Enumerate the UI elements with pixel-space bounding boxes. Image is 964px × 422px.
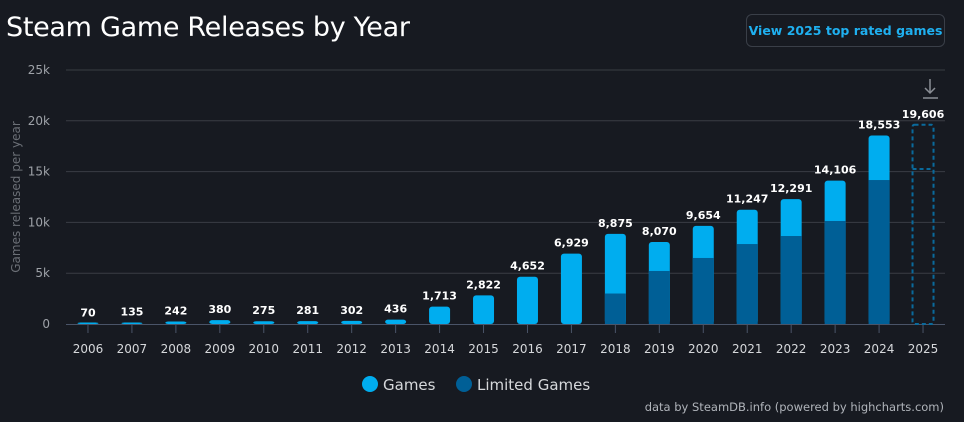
x-tick-label: 2025 xyxy=(908,342,939,356)
data-label: 436 xyxy=(384,303,407,316)
x-tick-label: 2014 xyxy=(424,342,455,356)
legend-games-swatch xyxy=(362,376,378,392)
bar-games xyxy=(341,320,363,324)
x-tick-label: 2023 xyxy=(820,342,851,356)
bar-games-projected xyxy=(911,123,935,325)
x-tick-label: 2021 xyxy=(732,342,763,356)
bar-games xyxy=(121,322,143,324)
data-label: 9,654 xyxy=(686,209,721,222)
data-label: 135 xyxy=(120,306,143,319)
y-tick-label: 20k xyxy=(28,114,50,128)
x-tick-label: 2015 xyxy=(468,342,499,356)
x-tick-label: 2006 xyxy=(73,342,104,356)
data-label: 281 xyxy=(296,304,319,317)
bar-games xyxy=(253,321,275,324)
y-tick-label: 0 xyxy=(42,317,50,331)
data-label: 70 xyxy=(80,306,96,319)
data-label: 8,070 xyxy=(642,225,677,238)
bar-limited-games xyxy=(648,270,670,324)
data-label: 4,652 xyxy=(510,260,545,273)
y-tick-label: 15k xyxy=(28,165,50,179)
legend-item-limited-games[interactable]: Limited Games xyxy=(477,376,590,394)
bar-limited-games xyxy=(736,244,758,324)
bar-limited-games xyxy=(824,220,846,324)
x-tick-label: 2018 xyxy=(600,342,631,356)
page-title: Steam Game Releases by Year xyxy=(6,12,410,43)
x-tick-label: 2011 xyxy=(292,342,323,356)
bar-limited-games xyxy=(604,293,626,324)
data-label: 19,606 xyxy=(902,108,945,121)
data-label: 12,291 xyxy=(770,182,812,195)
x-tick-label: 2016 xyxy=(512,342,543,356)
data-label: 14,106 xyxy=(814,164,857,177)
x-tick-label: 2017 xyxy=(556,342,587,356)
x-tick-label: 2012 xyxy=(336,342,367,356)
bar-games xyxy=(560,253,582,324)
x-tick-label: 2019 xyxy=(644,342,675,356)
bar-games xyxy=(473,295,495,324)
x-tick-label: 2008 xyxy=(161,342,192,356)
y-tick-label: 25k xyxy=(28,63,50,77)
data-label: 380 xyxy=(208,303,231,316)
view-top-rated-button[interactable]: View 2025 top rated games xyxy=(746,14,945,47)
bar-games xyxy=(77,322,99,324)
bar-games xyxy=(297,321,319,324)
bar-games xyxy=(209,320,231,324)
data-label: 1,713 xyxy=(422,290,457,303)
data-label: 18,553 xyxy=(858,119,900,132)
data-label: 8,875 xyxy=(598,217,633,230)
bar-games xyxy=(429,306,451,324)
x-tick-label: 2009 xyxy=(205,342,236,356)
x-tick-label: 2024 xyxy=(864,342,895,356)
legend-limited-swatch xyxy=(456,376,472,392)
data-label: 302 xyxy=(340,304,363,317)
x-tick-label: 2022 xyxy=(776,342,807,356)
bar-games xyxy=(165,321,187,324)
data-label: 242 xyxy=(164,305,187,318)
bar-limited-games xyxy=(780,236,802,324)
y-axis-title: Games released per year xyxy=(9,121,23,273)
bar-games xyxy=(385,319,407,324)
credit-link[interactable]: data by SteamDB.info (powered by highcha… xyxy=(644,400,944,414)
y-tick-label: 10k xyxy=(28,215,50,229)
bar-games xyxy=(516,276,538,324)
data-label: 275 xyxy=(252,304,275,317)
y-tick-label: 5k xyxy=(35,266,50,280)
bar-limited-games xyxy=(692,257,714,324)
x-tick-label: 2010 xyxy=(249,342,280,356)
data-label: 6,929 xyxy=(554,237,589,250)
x-tick-label: 2020 xyxy=(688,342,719,356)
data-label: 11,247 xyxy=(726,193,768,206)
x-tick-label: 2007 xyxy=(117,342,148,356)
legend-item-games[interactable]: Games xyxy=(383,376,436,394)
data-label: 2,822 xyxy=(466,278,501,291)
bar-limited-games xyxy=(868,180,890,324)
download-icon[interactable] xyxy=(923,79,938,99)
x-tick-label: 2013 xyxy=(380,342,411,356)
